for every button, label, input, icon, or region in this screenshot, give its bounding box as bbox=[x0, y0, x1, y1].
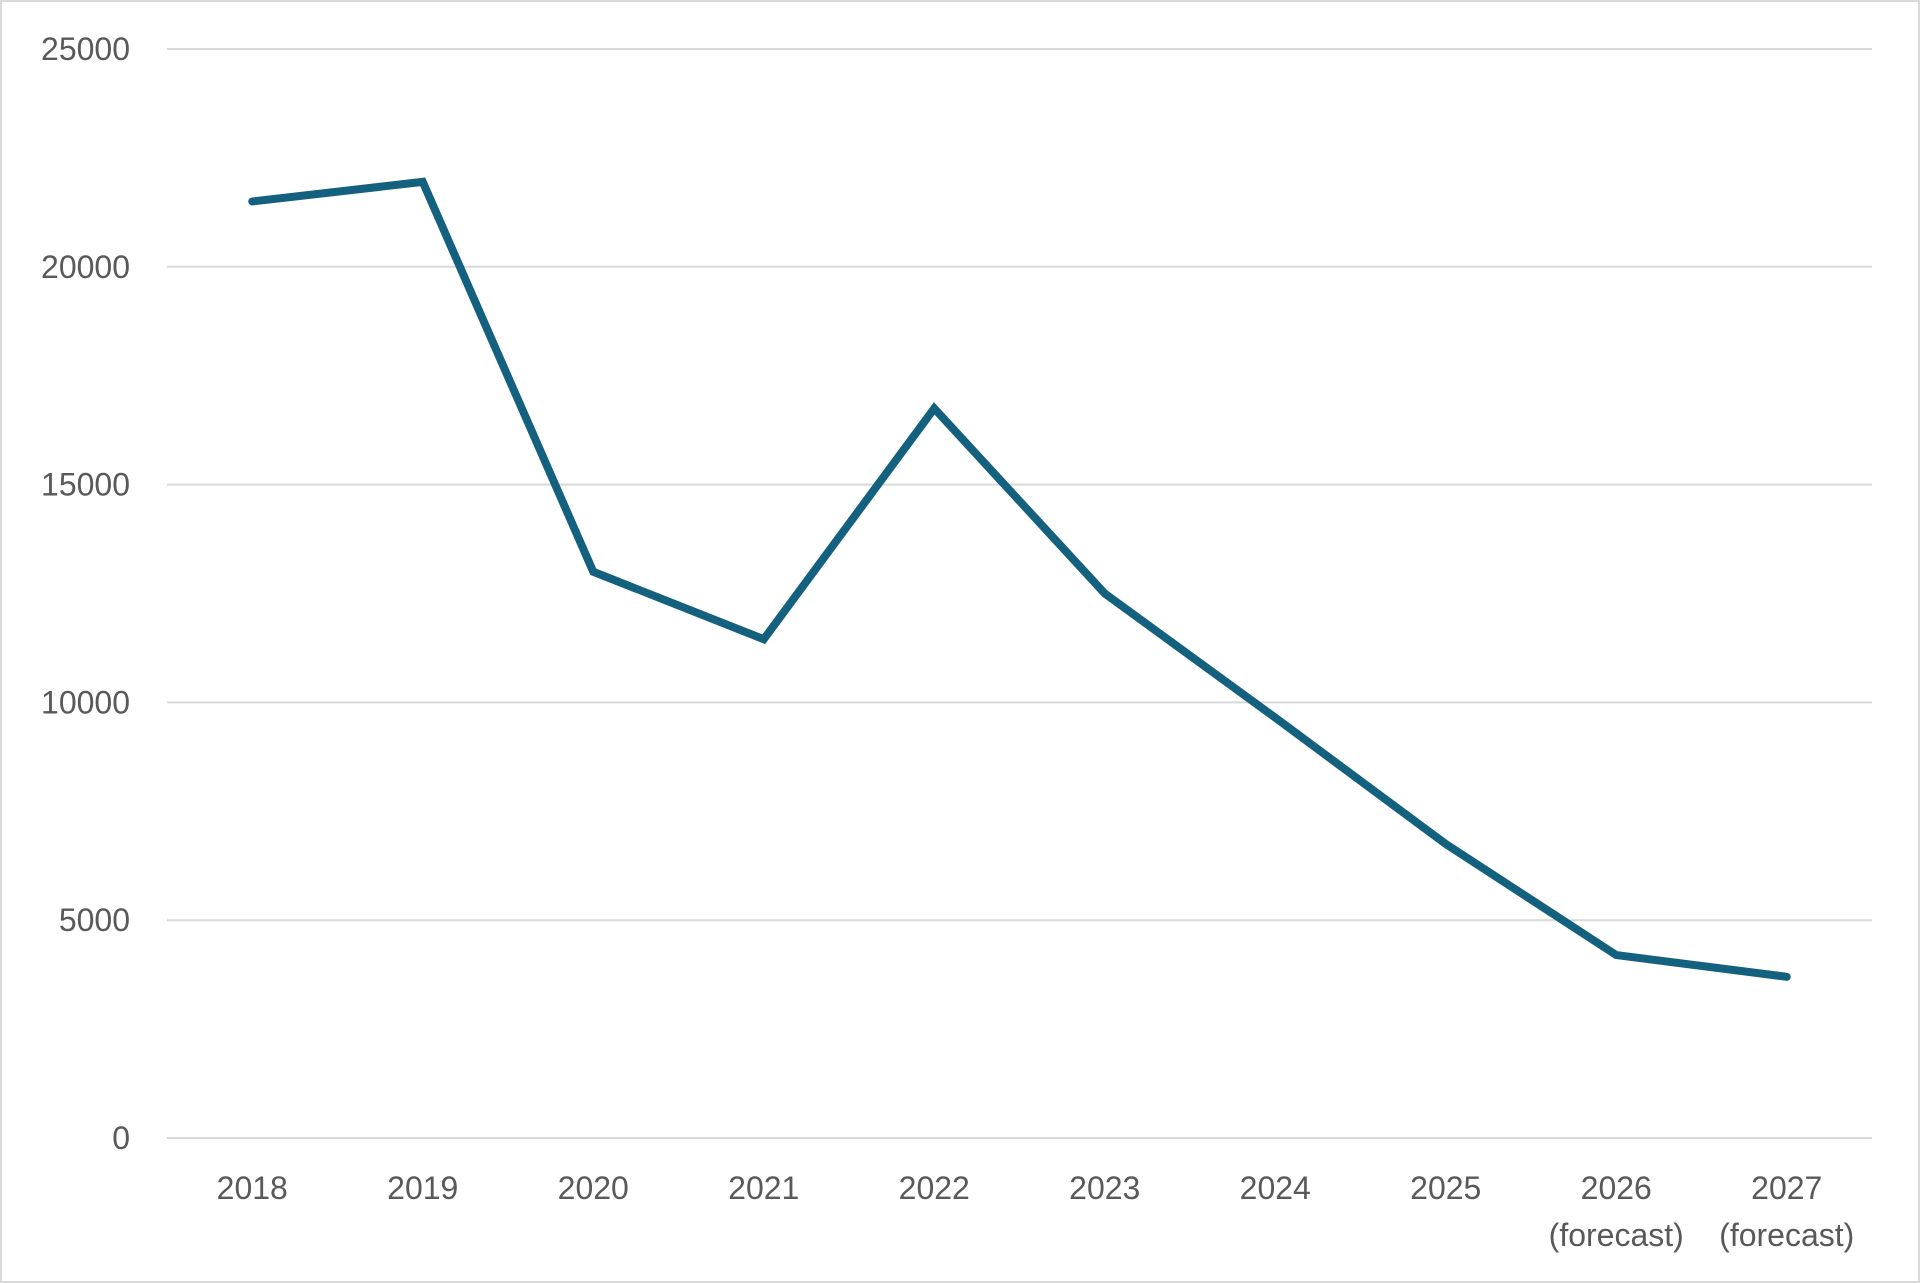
gridlines bbox=[167, 48, 1872, 1139]
series-line bbox=[248, 177, 1791, 981]
x-tick-label: 2025 bbox=[1410, 1170, 1481, 1206]
x-tick-label-line: 2023 bbox=[1069, 1170, 1140, 1206]
x-tick-label-line: 2022 bbox=[899, 1170, 970, 1206]
x-tick-label-line: 2025 bbox=[1410, 1170, 1481, 1206]
x-tick-label-line: 2019 bbox=[387, 1170, 458, 1206]
x-axis: 2018 2019 2020 2021 2022 2023 2024 2025 2026 (for… bbox=[217, 1170, 1855, 1253]
y-axis: 0 5000 10000 15000 20000 25000 bbox=[41, 31, 130, 1156]
y-tick-label: 10000 bbox=[41, 684, 130, 720]
x-tick-label-line: 2020 bbox=[558, 1170, 629, 1206]
x-tick-label-line: 2026 bbox=[1581, 1170, 1652, 1206]
x-tick-label: 2020 bbox=[558, 1170, 629, 1206]
x-tick-label-line: 2024 bbox=[1240, 1170, 1311, 1206]
y-tick-label: 15000 bbox=[41, 467, 130, 503]
x-tick-label-line: 2027 bbox=[1751, 1170, 1822, 1206]
y-tick-label: 25000 bbox=[41, 31, 130, 67]
x-tick-label-line: 2021 bbox=[728, 1170, 799, 1206]
x-tick-label-line: 2018 bbox=[217, 1170, 288, 1206]
y-tick-label: 20000 bbox=[41, 249, 130, 285]
x-tick-label: 2018 bbox=[217, 1170, 288, 1206]
x-tick-label: 2026 (forecast) bbox=[1549, 1170, 1684, 1253]
x-tick-label: 2023 bbox=[1069, 1170, 1140, 1206]
x-tick-label-line: (forecast) bbox=[1549, 1217, 1684, 1253]
x-tick-label: 2021 bbox=[728, 1170, 799, 1206]
x-tick-label: 2024 bbox=[1240, 1170, 1311, 1206]
series-group bbox=[248, 177, 1791, 981]
x-tick-label: 2022 bbox=[899, 1170, 970, 1206]
y-tick-label: 5000 bbox=[59, 902, 130, 938]
x-tick-label: 2019 bbox=[387, 1170, 458, 1206]
y-tick-label: 0 bbox=[112, 1120, 130, 1156]
x-tick-label-line: (forecast) bbox=[1719, 1217, 1854, 1253]
x-tick-label: 2027 (forecast) bbox=[1719, 1170, 1854, 1253]
